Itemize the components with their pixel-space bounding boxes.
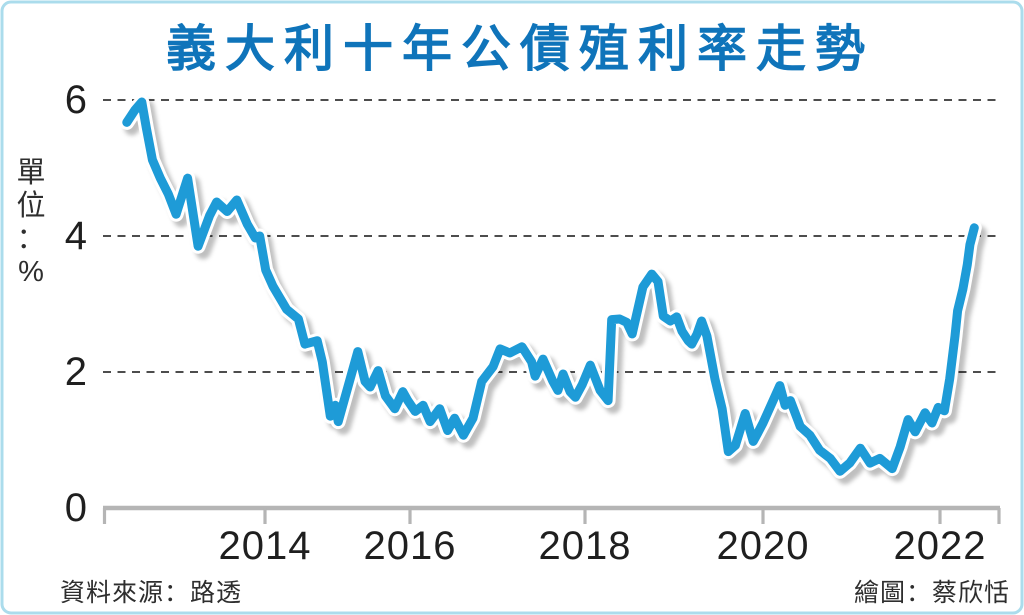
- y-tick-label-4: 4: [65, 214, 88, 258]
- illustrator-credit: 繪圖：蔡欣恬: [854, 579, 1010, 607]
- x-tick-label-2020: 2020: [717, 524, 810, 568]
- axis-tick-labels: 0 2 4 6 2014 2016 2018 2020 2022: [65, 78, 987, 568]
- y-tick-label-2: 2: [65, 350, 88, 394]
- yield-line-series: [119, 94, 987, 485]
- yield-line: [122, 97, 979, 476]
- x-tick-label-2022: 2022: [894, 524, 987, 568]
- x-tick-label-2018: 2018: [539, 524, 632, 568]
- chart-title: 義大利十年公債殖利率走勢: [166, 21, 874, 77]
- y-tick-label-6: 6: [65, 78, 88, 122]
- x-tick-label-2014: 2014: [219, 524, 312, 568]
- source-credit: 資料來源：路透: [60, 579, 242, 607]
- x-tick-label-2016: 2016: [364, 524, 457, 568]
- x-axis: [102, 505, 1001, 524]
- y-axis-unit-label: 單位：%: [16, 157, 45, 288]
- y-tick-label-0: 0: [65, 486, 88, 530]
